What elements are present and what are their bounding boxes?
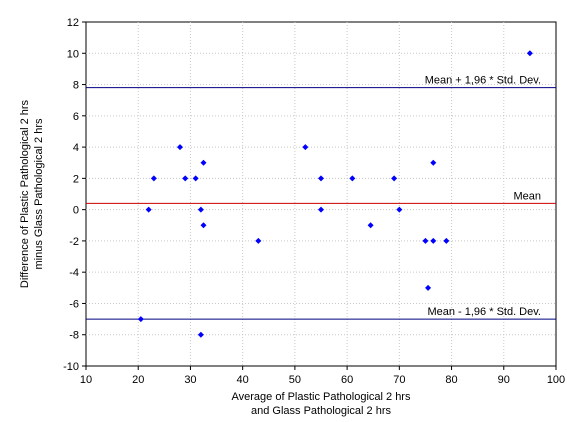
data-point-10 xyxy=(255,237,262,244)
reference-lines: Mean + 1,96 * Std. Dev. Mean Mean - 1,96 *… xyxy=(86,75,556,320)
y-tick-label-8: 8 xyxy=(73,80,79,92)
y-tick-label--6: -6 xyxy=(69,298,79,310)
data-point-4 xyxy=(182,175,189,182)
y-tick-label--2: -2 xyxy=(69,236,79,248)
y-tick-label--10: -10 xyxy=(63,361,79,373)
plot-area xyxy=(85,21,557,367)
data-point-3 xyxy=(177,144,183,151)
data-point-15 xyxy=(367,222,374,229)
data-point-5 xyxy=(192,175,199,182)
x-tick-label-30: 30 xyxy=(184,374,196,386)
data-point-14 xyxy=(349,175,356,182)
y-axis-label-line-1: Difference of Plastic Pathological 2 hrs xyxy=(19,99,31,288)
y-tick-label-2: 2 xyxy=(73,173,79,185)
data-point-12 xyxy=(318,175,324,182)
x-tick-label-20: 20 xyxy=(132,374,144,386)
x-tick-label-10: 10 xyxy=(80,374,92,386)
data-point-16 xyxy=(391,175,398,182)
x-tick-label-100: 100 xyxy=(547,374,565,386)
data-point-8 xyxy=(200,222,207,229)
x-tick-label-60: 60 xyxy=(341,374,353,386)
data-point-11 xyxy=(302,144,309,151)
data-points xyxy=(137,50,533,338)
data-point-2 xyxy=(150,175,157,182)
data-point-22 xyxy=(443,237,450,244)
reference-line-label-1: Mean xyxy=(513,190,541,202)
y-tick-label-12: 12 xyxy=(67,17,79,29)
x-axis-label-line-2: and Glass Pathological 2 hrs xyxy=(251,405,392,417)
data-point-17 xyxy=(396,206,403,213)
data-point-0 xyxy=(137,316,144,323)
data-point-18 xyxy=(422,237,429,244)
y-tick-label--4: -4 xyxy=(69,267,79,279)
data-point-6 xyxy=(197,206,204,213)
y-axis-ticks: -10 -8 -6 -4 -2 0 2 4 6 8 10 12 xyxy=(63,17,86,373)
data-point-13 xyxy=(318,206,324,213)
data-point-9 xyxy=(197,331,204,338)
y-tick-label--8: -8 xyxy=(69,330,79,342)
data-point-19 xyxy=(425,284,432,291)
y-axis-label-line-2: minus Glass Pathological 2 hrs xyxy=(33,118,45,270)
y-tick-label-0: 0 xyxy=(73,205,79,217)
reference-line-label-2: Mean - 1,96 * Std. Dev. xyxy=(427,306,541,318)
y-tick-label-4: 4 xyxy=(73,142,79,154)
y-tick-label-10: 10 xyxy=(67,48,79,60)
x-tick-label-70: 70 xyxy=(393,374,405,386)
data-point-7 xyxy=(200,159,207,166)
x-tick-label-50: 50 xyxy=(289,374,301,386)
x-tick-label-80: 80 xyxy=(445,374,457,386)
x-tick-label-90: 90 xyxy=(498,374,510,386)
reference-line-label-0: Mean + 1,96 * Std. Dev. xyxy=(425,75,541,87)
data-point-23 xyxy=(526,50,533,57)
y-tick-label-6: 6 xyxy=(73,111,79,123)
data-point-21 xyxy=(430,237,437,244)
x-axis-label-line-1: Average of Plastic Pathological 2 hrs xyxy=(232,391,411,403)
data-point-20 xyxy=(430,159,437,166)
x-tick-label-40: 40 xyxy=(237,374,249,386)
x-axis-ticks: 10 20 30 40 50 60 70 80 90 100 xyxy=(80,366,565,386)
data-point-1 xyxy=(145,206,152,213)
